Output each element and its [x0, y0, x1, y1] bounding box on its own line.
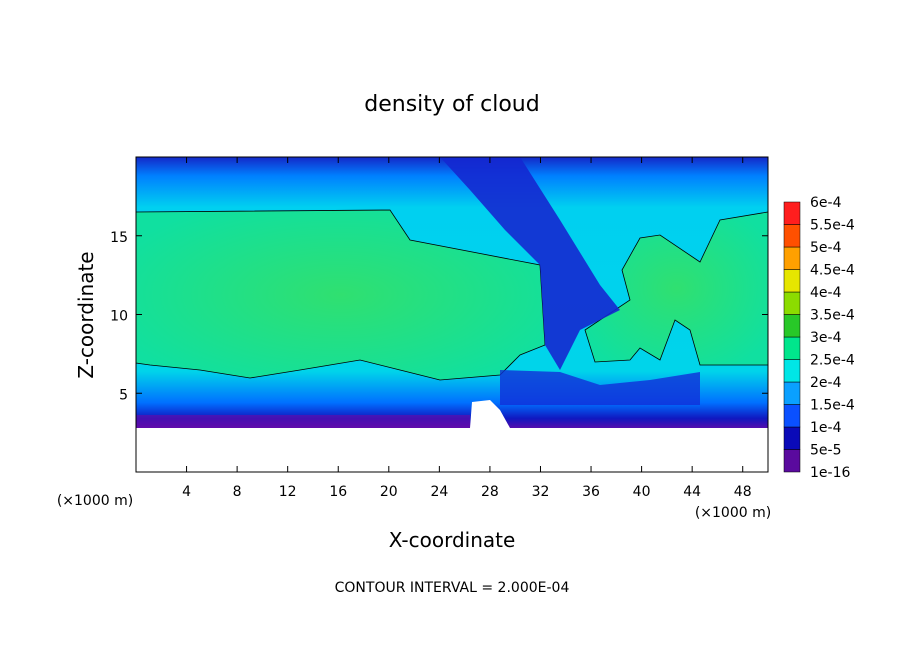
x-tick-label: 16	[329, 484, 347, 500]
colorbar-label: 5e-5	[810, 443, 841, 459]
colorbar-label: 4.5e-4	[810, 263, 855, 279]
x-tick-label: 12	[279, 484, 297, 500]
colorbar-bin	[784, 247, 800, 270]
colorbar-bin	[784, 202, 800, 225]
colorbar-bin	[784, 292, 800, 315]
colorbar-bin	[784, 270, 800, 293]
colorbar-label: 3.5e-4	[810, 308, 855, 324]
colorbar-label: 3e-4	[810, 330, 842, 346]
x-tick-label: 48	[734, 484, 752, 500]
colorbar-bin	[784, 315, 800, 338]
x-tick-label: 8	[233, 484, 242, 500]
colorbar-label: 1e-4	[810, 420, 842, 436]
colorbar-label: 5e-4	[810, 240, 842, 256]
x-tick-label: 4	[182, 484, 191, 500]
colorbar-bin	[784, 427, 800, 450]
x-tick-label: 40	[633, 484, 651, 500]
colorbar-bin	[784, 225, 800, 248]
x-axis-label: X-coordinate	[389, 528, 516, 552]
y-tick-label: 15	[110, 230, 128, 246]
y-unit: (×1000 m)	[695, 505, 771, 521]
contour-field	[136, 157, 768, 472]
colorbar-bin	[784, 450, 800, 473]
x-tick-label: 32	[532, 484, 550, 500]
colorbar-label: 1.5e-4	[810, 398, 855, 414]
colorbar-label: 2e-4	[810, 375, 842, 391]
x-tick-label: 44	[683, 484, 701, 500]
y-axis-label: Z-coordinate	[74, 251, 98, 378]
y-tick-label: 5	[119, 387, 128, 403]
colorbar-label: 5.5e-4	[810, 218, 855, 234]
note: CONTOUR INTERVAL = 2.000E-04	[335, 580, 570, 596]
x-tick-label: 36	[582, 484, 600, 500]
colorbar-label: 4e-4	[810, 285, 842, 301]
colorbar-label: 6e-4	[810, 195, 842, 211]
colorbar-bin	[784, 405, 800, 428]
colorbar-bin	[784, 360, 800, 383]
colorbar-bin	[784, 337, 800, 360]
colorbar-bin	[784, 382, 800, 405]
chart-title: density of cloud	[364, 92, 539, 117]
x-unit: (×1000 m)	[57, 493, 133, 509]
colorbar-label: 1e-16	[810, 465, 850, 481]
x-tick-label: 20	[380, 484, 398, 500]
colorbar-label: 2.5e-4	[810, 353, 855, 369]
y-tick-label: 10	[110, 309, 128, 325]
x-tick-label: 28	[481, 484, 499, 500]
x-tick-label: 24	[430, 484, 448, 500]
